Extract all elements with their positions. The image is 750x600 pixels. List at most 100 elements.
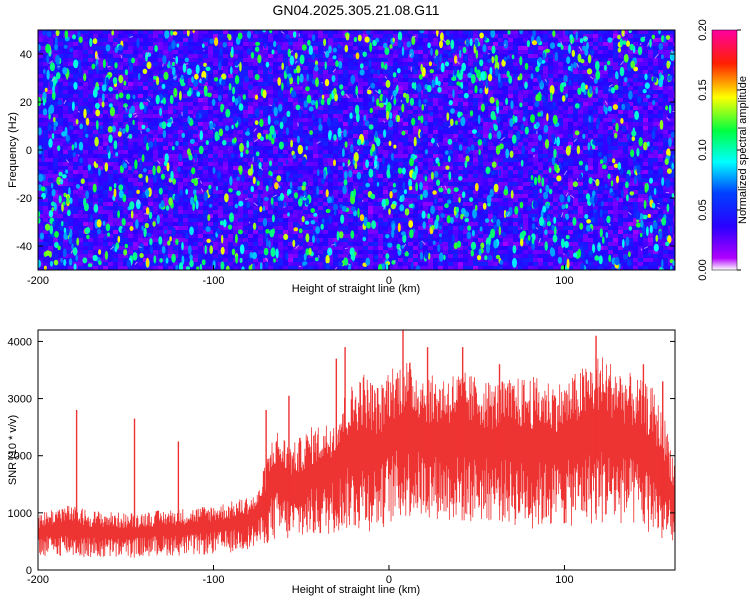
heatmap-cell [103, 130, 108, 134]
heatmap-cell [653, 162, 658, 166]
heatmap-cell [498, 102, 503, 106]
heatmap-cell [178, 130, 183, 134]
heatmap-cell [158, 74, 163, 78]
heatmap-cell [183, 174, 188, 178]
heatmap-cell [123, 154, 128, 158]
heatmap-cell [553, 62, 558, 66]
heatmap-cell [618, 58, 623, 62]
heatmap-cell [248, 122, 253, 126]
heatmap-cell [628, 86, 633, 90]
heatmap-cell [368, 130, 373, 134]
heatmap-cell [98, 54, 103, 58]
heatmap-cell [298, 174, 303, 178]
heatmap-cell [243, 174, 248, 178]
heatmap-cell [183, 146, 188, 150]
heatmap-cell [148, 174, 153, 178]
heatmap-cell [588, 46, 593, 50]
heatmap-cell [293, 42, 298, 46]
heatmap-cell [278, 66, 283, 70]
heatmap-cell [473, 178, 478, 182]
heatmap-cell [608, 170, 613, 174]
heatmap-cell [623, 118, 628, 122]
heatmap-cell [658, 134, 663, 138]
heatmap-cell [628, 178, 633, 182]
heatmap-cell [78, 170, 83, 174]
heatmap-cell [63, 98, 68, 102]
heatmap-cell [433, 94, 438, 98]
heatmap-cell [183, 138, 188, 142]
heatmap-cell [228, 146, 233, 150]
heatmap-cell [323, 70, 328, 74]
heatmap-cell [283, 142, 288, 146]
heatmap-cell [663, 70, 668, 74]
heatmap-cell [653, 170, 658, 174]
heatmap-cell [348, 102, 353, 106]
heatmap-cell [508, 70, 513, 74]
heatmap-cell [288, 162, 293, 166]
heatmap-cell [328, 182, 333, 186]
heatmap-cell [498, 62, 503, 66]
heatmap-cell [538, 150, 543, 154]
heatmap-cell [383, 158, 388, 162]
heatmap-cell [333, 42, 338, 46]
heatmap-cell [473, 34, 478, 38]
heatmap-cell [443, 46, 448, 50]
heatmap-cell [193, 118, 198, 122]
heatmap-cell [663, 138, 668, 142]
heatmap-cell [188, 142, 193, 146]
heatmap-cell [153, 86, 158, 90]
heatmap-cell [73, 90, 78, 94]
heatmap-cell [88, 174, 93, 178]
heatmap-cell [268, 98, 273, 102]
heatmap-cell [348, 46, 353, 50]
heatmap-cell [458, 102, 463, 106]
heatmap-cell [573, 90, 578, 94]
heatmap-cell [333, 170, 338, 174]
heatmap-cell [173, 114, 178, 118]
heatmap-cell [428, 154, 433, 158]
heatmap-cell [268, 74, 273, 78]
heatmap-cell [253, 150, 258, 154]
heatmap-cell [483, 54, 488, 58]
heatmap-cell [548, 30, 553, 34]
heatmap-cell [493, 138, 498, 142]
heatmap-cell [458, 42, 463, 46]
heatmap-cell [673, 94, 675, 98]
heatmap-cell [98, 38, 103, 42]
heatmap-cell [398, 86, 403, 90]
heatmap-cell [578, 62, 583, 66]
heatmap-cell [238, 30, 243, 34]
heatmap-cell [633, 42, 638, 46]
heatmap-cell [588, 146, 593, 150]
heatmap-cell [513, 146, 518, 150]
heatmap-cell [338, 182, 343, 186]
heatmap-cell [153, 34, 158, 38]
heatmap-cell [333, 146, 338, 150]
heatmap-cell [548, 182, 553, 186]
heatmap-cell [58, 66, 63, 70]
heatmap-cell [183, 74, 188, 78]
heatmap-cell [163, 174, 168, 178]
heatmap-cell [218, 38, 223, 42]
heatmap-cell [78, 30, 83, 34]
heatmap-cell [643, 38, 648, 42]
heatmap-cell [258, 130, 263, 134]
heatmap-cell [463, 182, 468, 186]
heatmap-cell [243, 66, 248, 70]
heatmap-cell [193, 54, 198, 58]
heatmap-cell [358, 110, 363, 114]
heatmap-cell [348, 142, 353, 146]
heatmap-cell [178, 66, 183, 70]
heatmap-cell [508, 30, 513, 34]
heatmap-cell [318, 86, 323, 90]
heatmap-cell [293, 110, 298, 114]
heatmap-cell [348, 42, 353, 46]
heatmap-cell [523, 106, 528, 110]
heatmap-cell [398, 126, 403, 130]
heatmap-cell [188, 114, 193, 118]
heatmap-cell [48, 158, 53, 162]
heatmap-cell [488, 118, 493, 122]
heatmap-cell [278, 158, 283, 162]
heatmap-cell [278, 114, 283, 118]
heatmap-cell [288, 146, 293, 150]
